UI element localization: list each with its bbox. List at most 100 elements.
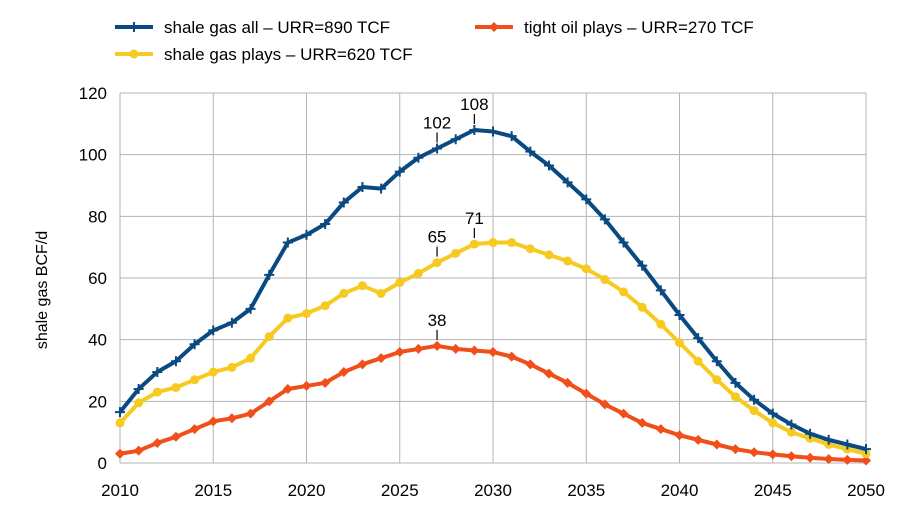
- legend-entry-1: tight oil plays – URR=270 TCF: [475, 18, 754, 37]
- x-tick-label-6: 2040: [661, 481, 699, 500]
- legend-entry-0: shale gas all – URR=890 TCF: [115, 18, 390, 37]
- series-1-point-4: [189, 424, 200, 435]
- y-tick-label-2: 40: [88, 331, 107, 350]
- legend-label-2: shale gas plays – URR=620 TCF: [164, 45, 413, 64]
- series-0: [115, 125, 871, 455]
- series-2-point-9: [283, 313, 293, 323]
- series-0-point-40: [861, 444, 871, 455]
- series-1-point-39: [842, 454, 853, 465]
- series-0-point-36: [786, 419, 797, 430]
- series-1-point-10: [301, 380, 312, 391]
- x-tick-label-0: 2010: [101, 481, 139, 500]
- series-1-point-25: [581, 388, 592, 399]
- annotation-label-4: 38: [428, 311, 447, 330]
- legend-marker-2: [129, 49, 139, 59]
- x-tick-label-4: 2030: [474, 481, 512, 500]
- series-1-point-22: [525, 359, 536, 370]
- series-2-point-14: [376, 288, 386, 298]
- series-2-point-5: [208, 367, 218, 377]
- series-2-point-32: [712, 375, 722, 385]
- series-0-point-23: [543, 160, 554, 171]
- x-tick-label-8: 2050: [847, 481, 885, 500]
- series-2-point-30: [675, 338, 684, 348]
- series-1-point-30: [674, 430, 685, 441]
- annotation-label-1: 108: [460, 95, 488, 114]
- series-1-point-19: [469, 345, 480, 356]
- series-0-point-34: [749, 394, 760, 405]
- series-2-point-33: [730, 392, 740, 402]
- series-2-point-24: [563, 256, 573, 266]
- series-2-point-0: [115, 418, 125, 428]
- legend-label-1: tight oil plays – URR=270 TCF: [524, 18, 754, 37]
- series-2-point-18: [451, 248, 461, 258]
- series-0-point-32: [711, 356, 722, 367]
- series-layer: [115, 125, 871, 466]
- legend: shale gas all – URR=890 TCF tight oil pla…: [115, 18, 754, 64]
- series-0-point-20: [488, 126, 498, 137]
- series-0-point-11: [320, 219, 331, 230]
- annotations: 102 108 65 71 38: [423, 95, 489, 340]
- series-0-point-3: [170, 356, 181, 367]
- series-1-point-14: [376, 353, 387, 364]
- series-0-point-2: [152, 367, 163, 378]
- series-0-point-24: [562, 177, 573, 188]
- series-0-point-5: [208, 325, 219, 336]
- series-1-point-33: [730, 444, 741, 455]
- series-1-point-27: [618, 408, 629, 419]
- series-0-point-12: [338, 197, 349, 208]
- series-2-point-16: [413, 268, 423, 278]
- series-2: [115, 238, 871, 459]
- series-1-point-13: [357, 359, 368, 370]
- series-2-point-28: [637, 302, 647, 312]
- series-1-point-11: [320, 377, 331, 388]
- series-0-point-33: [730, 377, 741, 388]
- plot-grid: [119, 92, 867, 464]
- series-0-point-16: [413, 152, 424, 163]
- series-2-point-21: [507, 238, 517, 248]
- series-2-point-2: [152, 387, 162, 397]
- series-1-point-40: [861, 455, 871, 466]
- series-2-point-17: [432, 258, 442, 268]
- series-1-point-26: [599, 399, 610, 410]
- y-tick-label-6: 120: [79, 84, 107, 103]
- series-1-point-34: [749, 447, 760, 458]
- series-0-point-27: [618, 237, 629, 248]
- series-2-point-11: [320, 301, 330, 311]
- series-1-point-15: [394, 347, 405, 357]
- x-tick-label-3: 2025: [381, 481, 419, 500]
- series-2-point-29: [656, 319, 666, 329]
- series-0-point-6: [226, 317, 237, 328]
- series-0-point-38: [823, 434, 834, 445]
- series-2-point-19: [469, 239, 479, 249]
- series-0-point-18: [450, 134, 461, 145]
- series-2-point-25: [581, 264, 591, 274]
- series-2-point-3: [171, 382, 181, 392]
- series-1-point-23: [543, 368, 554, 379]
- y-tick-label-5: 100: [79, 146, 107, 165]
- series-1-point-16: [413, 343, 424, 354]
- series-2-point-8: [264, 332, 274, 342]
- series-0-point-31: [693, 333, 704, 344]
- series-2-point-4: [190, 375, 200, 385]
- series-0-point-14: [376, 183, 387, 194]
- series-1-point-3: [170, 431, 181, 442]
- series-1-point-18: [450, 343, 461, 354]
- series-0-point-29: [655, 285, 666, 296]
- series-2-point-7: [246, 353, 256, 363]
- series-1-point-37: [805, 452, 816, 463]
- series-0-point-22: [525, 146, 536, 157]
- series-2-point-35: [768, 418, 778, 428]
- series-2-point-12: [339, 288, 349, 298]
- series-1-point-29: [655, 424, 666, 435]
- series-2-point-36: [786, 427, 796, 437]
- series-0-point-39: [842, 439, 853, 450]
- series-0-point-4: [189, 339, 200, 350]
- series-2-point-1: [134, 398, 144, 408]
- series-0-point-17: [432, 143, 443, 154]
- series-0-point-35: [767, 408, 778, 419]
- series-0-point-25: [581, 194, 592, 205]
- series-1-point-21: [506, 351, 517, 362]
- series-2-point-34: [749, 406, 759, 416]
- y-axis-ticks: 0 20 40 60 80 100 120: [79, 84, 107, 473]
